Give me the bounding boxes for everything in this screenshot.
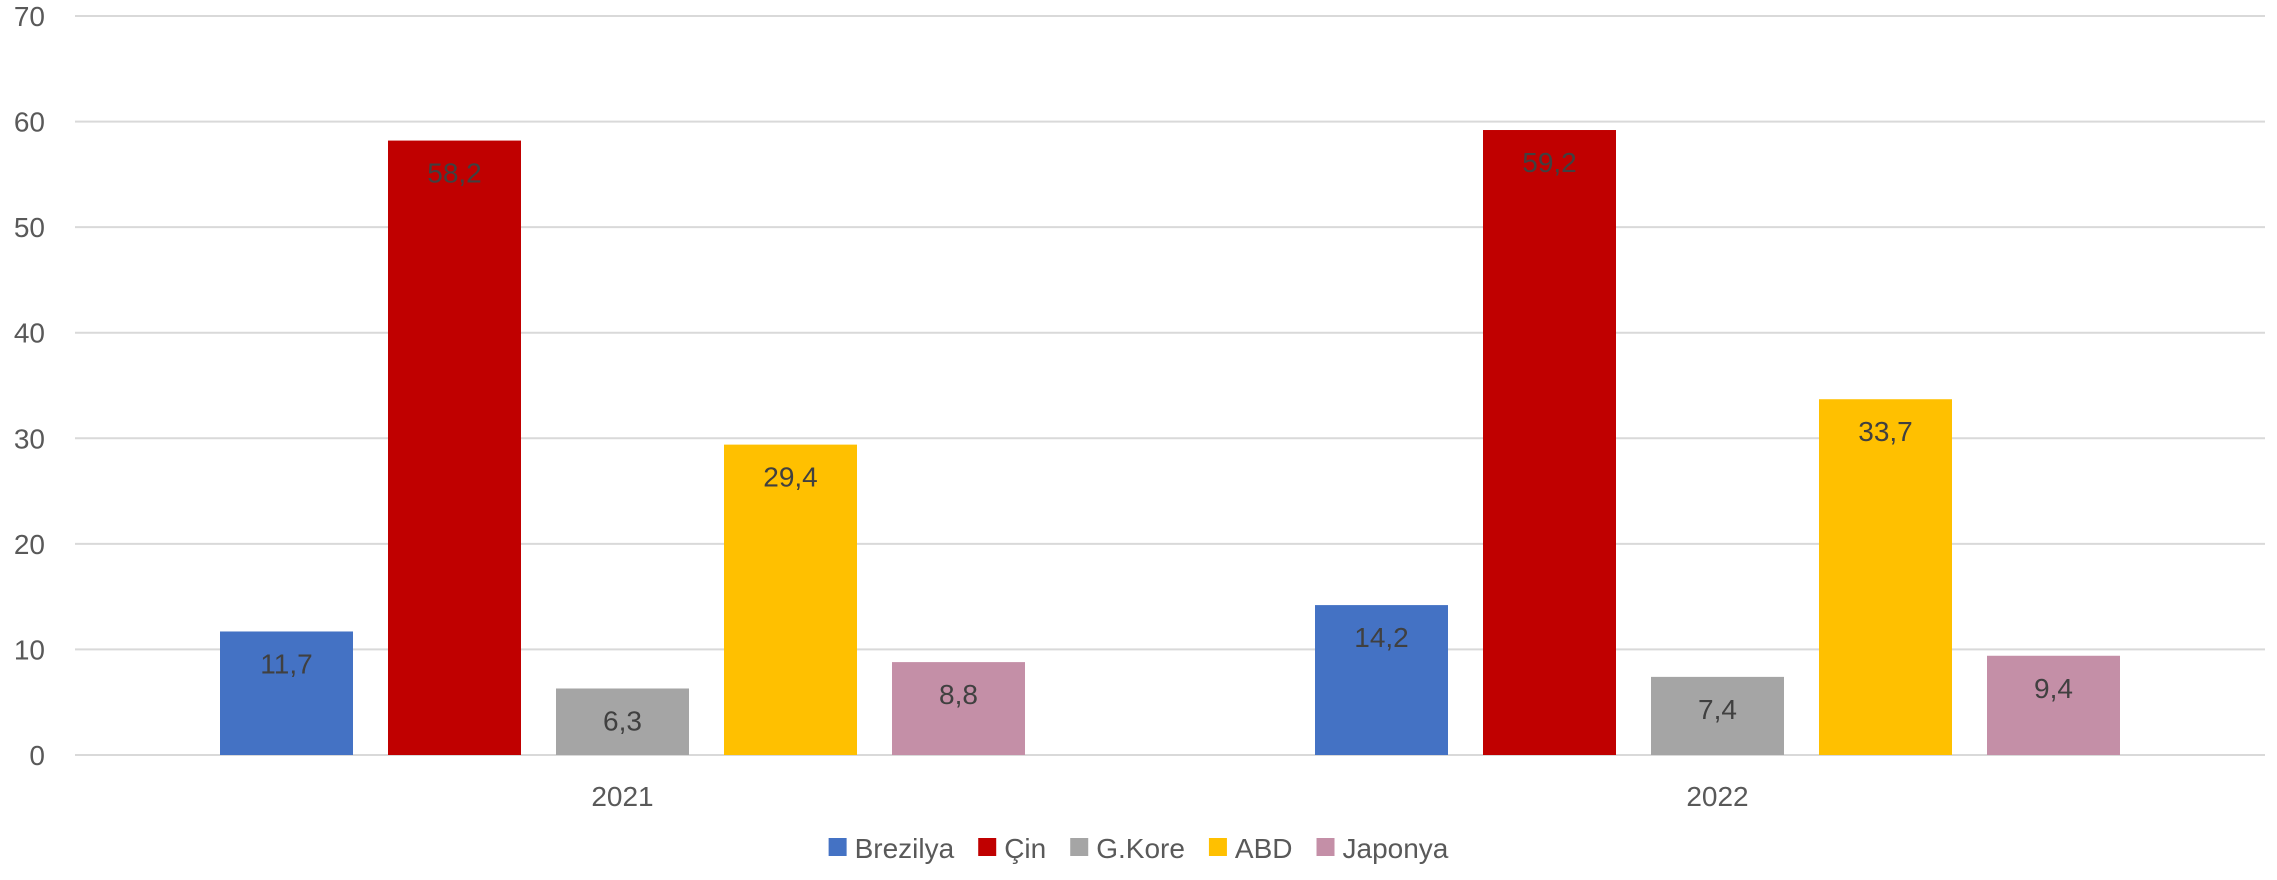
legend-swatch [978,838,997,856]
bar [1987,655,2120,755]
legend-label: ABD [1235,833,1293,864]
bar [892,662,1025,755]
x-axis-categories: 2021 2022 [591,781,1748,812]
bars [220,130,2120,755]
legend-label: Japonya [1343,833,1449,864]
bar [724,444,857,755]
bar [556,688,689,755]
x-category-label: 2022 [1686,781,1748,812]
data-label: 29,4 [763,462,818,493]
data-label: 11,7 [260,648,312,679]
y-tick-label: 0 [29,740,45,771]
legend-swatch [1070,838,1089,856]
y-tick-label: 30 [14,423,45,454]
legend-label: Brezilya [855,833,955,864]
data-label: 9,4 [2034,673,2073,704]
legend-swatch [1316,838,1335,856]
legend-item: Çin [978,833,1046,864]
legend-item: ABD [1208,833,1293,864]
bar [388,140,521,755]
y-tick-label: 40 [14,318,45,349]
y-tick-label: 70 [14,1,45,32]
data-labels: 11,7 58,2 6,3 29,4 8,8 14,2 59,2 7,4 33,7 9,4 [260,147,2073,736]
data-label: 33,7 [1858,416,1913,447]
y-tick-label: 10 [14,634,45,665]
data-label: 58,2 [427,158,482,189]
bar [1651,676,1784,755]
legend: Brezilya Çin G.Kore ABD Japonya [828,833,1449,864]
legend-swatch [1208,838,1227,856]
bar [1483,130,1616,755]
data-label: 14,2 [1354,622,1409,653]
legend-label: G.Kore [1096,833,1185,864]
bar [1315,605,1448,755]
legend-item: Brezilya [828,833,955,864]
data-label: 59,2 [1522,147,1577,178]
y-axis-ticks: 0 10 20 30 40 50 60 70 [14,1,45,771]
legend-label: Çin [1004,833,1046,864]
legend-item: Japonya [1316,833,1449,864]
data-label: 7,4 [1698,694,1737,725]
legend-swatch [828,838,847,856]
x-category-label: 2021 [591,781,653,812]
y-tick-label: 50 [14,212,45,243]
y-tick-label: 60 [14,107,45,138]
legend-item: G.Kore [1070,833,1185,864]
bar [220,631,353,755]
y-tick-label: 20 [14,529,45,560]
bar [1819,399,1952,755]
data-label: 6,3 [603,705,642,736]
data-label: 8,8 [939,679,978,710]
